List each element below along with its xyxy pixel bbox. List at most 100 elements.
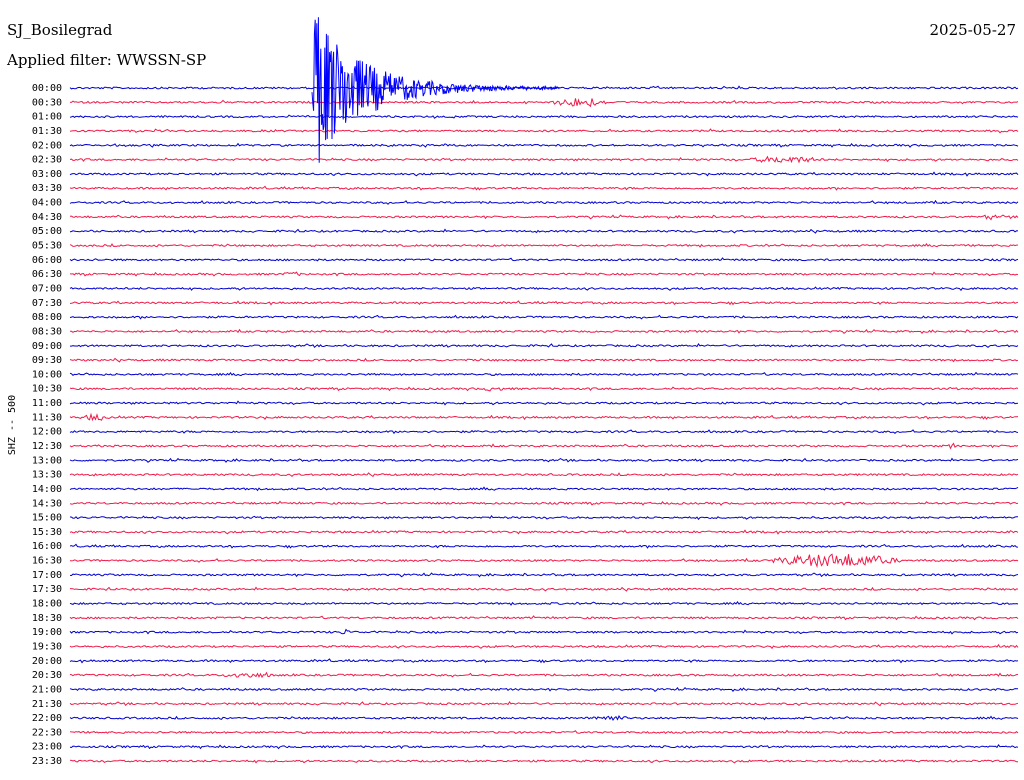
row-label: 05:00 <box>32 226 62 237</box>
trace <box>69 500 1019 506</box>
trace <box>69 243 1019 248</box>
trace <box>69 686 1018 692</box>
trace <box>69 758 1018 764</box>
filter: Applied filter: WWSSN-SP <box>6 51 206 69</box>
trace <box>69 199 1019 205</box>
row-label: 03:30 <box>32 183 62 194</box>
row-label: 05:30 <box>32 241 62 252</box>
trace <box>69 472 1019 478</box>
row-label: 12:30 <box>32 441 62 452</box>
trace <box>69 714 1019 721</box>
row-label: 22:30 <box>32 727 62 738</box>
row-label: 07:00 <box>32 283 62 294</box>
row-label: 15:00 <box>32 513 62 524</box>
trace <box>69 457 1019 463</box>
trace <box>69 386 1019 392</box>
trace <box>69 400 1019 406</box>
trace <box>69 601 1019 606</box>
row-label: 06:30 <box>32 269 62 280</box>
trace <box>69 744 1019 750</box>
trace <box>69 442 1019 450</box>
row-label: 07:30 <box>32 298 62 309</box>
trace <box>69 671 1019 679</box>
row-label: 21:00 <box>32 684 62 695</box>
row-label: 06:00 <box>32 255 62 266</box>
trace <box>69 543 1019 549</box>
row-label: 10:30 <box>32 384 62 395</box>
row-label: 14:00 <box>32 484 62 495</box>
trace <box>70 342 1019 349</box>
trace <box>69 257 1019 262</box>
trace <box>69 700 1019 707</box>
trace <box>69 98 1019 108</box>
row-label: 00:30 <box>32 97 62 108</box>
trace <box>69 371 1019 377</box>
row-label: 17:30 <box>32 584 62 595</box>
event-trace <box>311 17 560 163</box>
trace <box>70 328 1019 334</box>
trace <box>69 412 1019 422</box>
row-label: 18:00 <box>32 599 62 610</box>
row-label: 16:00 <box>32 541 62 552</box>
trace <box>69 142 1019 148</box>
trace <box>69 729 1019 735</box>
row-label: 12:00 <box>32 427 62 438</box>
row-label: 10:00 <box>32 369 62 380</box>
trace <box>69 228 1019 234</box>
trace <box>69 586 1019 592</box>
row-label: 22:00 <box>32 713 62 724</box>
trace <box>69 185 1019 191</box>
trace <box>69 314 1019 320</box>
row-label: 17:00 <box>32 570 62 581</box>
row-label: 11:00 <box>32 398 62 409</box>
trace <box>69 357 1019 363</box>
traces <box>69 17 1019 764</box>
trace <box>69 529 1019 535</box>
row-label: 04:30 <box>32 212 62 223</box>
date: 2025-05-27 <box>930 21 1016 39</box>
row-label: 08:00 <box>32 312 62 323</box>
trace <box>69 615 1019 621</box>
row-label: 18:30 <box>32 613 62 624</box>
trace <box>69 628 1019 635</box>
trace <box>69 271 1019 277</box>
row-label: 19:00 <box>32 627 62 638</box>
row-label: 00:00 <box>32 83 62 94</box>
row-label: 01:00 <box>32 112 62 123</box>
row-label: 15:30 <box>32 527 62 538</box>
row-label: 11:30 <box>32 412 62 423</box>
row-label: 19:30 <box>32 641 62 652</box>
row-label: 20:00 <box>32 656 62 667</box>
trace <box>69 486 1019 492</box>
trace <box>69 214 1019 221</box>
row-label: 09:00 <box>32 341 62 352</box>
row-label: 21:30 <box>32 699 62 710</box>
axis-label: SHZ -- 500 <box>7 395 18 455</box>
trace <box>69 572 1019 578</box>
trace <box>69 300 1019 306</box>
row-label: 23:30 <box>32 756 62 767</box>
trace <box>69 553 1019 569</box>
trace <box>69 171 1019 177</box>
row-label: 02:00 <box>32 140 62 151</box>
row-label: 13:00 <box>32 455 62 466</box>
trace <box>69 658 1019 664</box>
row-label: 08:30 <box>32 326 62 337</box>
trace <box>69 128 1019 134</box>
row-labels: 00:00 00:30 01:00 01:30 02:00 02:30 03:00 03:30… <box>32 83 62 767</box>
trace <box>69 114 1019 119</box>
row-label: 13:30 <box>32 470 62 481</box>
row-label: 03:00 <box>32 169 62 180</box>
row-label: 20:30 <box>32 670 62 681</box>
row-label: 04:00 <box>32 198 62 209</box>
row-label: 02:30 <box>32 155 62 166</box>
trace <box>69 155 1019 164</box>
row-label: 16:30 <box>32 556 62 567</box>
trace <box>69 429 1019 435</box>
trace <box>69 514 1019 521</box>
row-label: 23:00 <box>32 742 62 753</box>
trace <box>69 286 1018 292</box>
row-label: 14:30 <box>32 498 62 509</box>
